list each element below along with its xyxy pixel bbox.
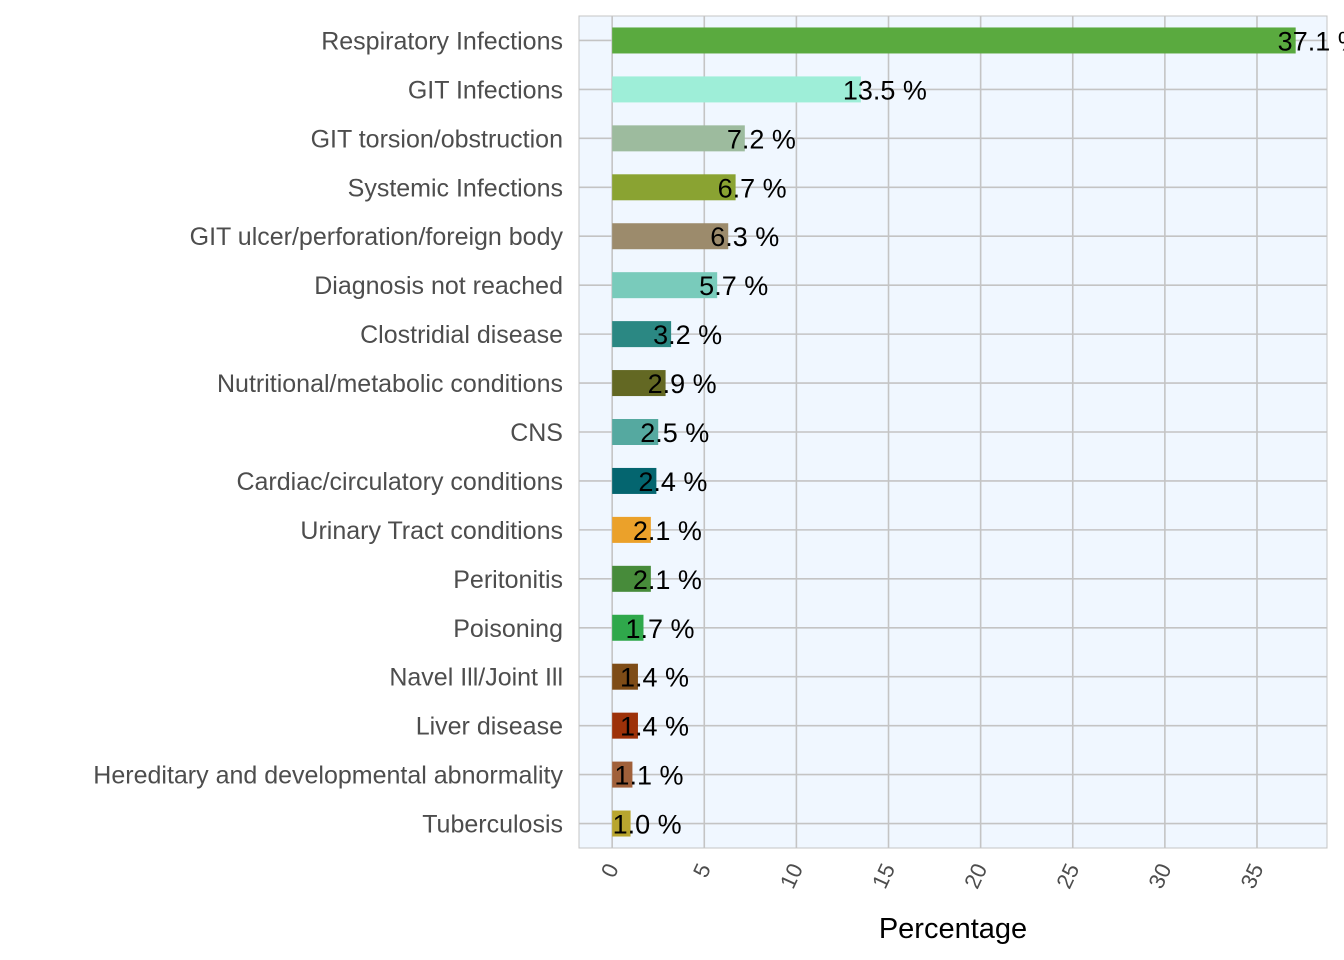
bars [612, 27, 1296, 837]
category-label-4: GIT ulcer/perforation/foreign body [190, 223, 564, 251]
category-label-9: Cardiac/circulatory conditions [236, 468, 563, 496]
category-label-3: Systemic Infections [348, 174, 563, 202]
data-label-12: 1.7 % [625, 614, 694, 644]
category-axis: Respiratory Infections GIT Infections GIT … [93, 27, 563, 838]
data-label-7: 2.9 % [648, 369, 717, 399]
bar-4 [612, 223, 729, 250]
x-tick-label-3: 15 [867, 860, 900, 893]
data-label-8: 2.5 % [640, 418, 709, 448]
category-label-2: GIT torsion/obstruction [311, 125, 563, 153]
category-label-14: Liver disease [416, 713, 563, 741]
data-label-4: 6.3 % [710, 222, 779, 252]
data-label-9: 2.4 % [638, 467, 707, 497]
category-label-11: Peritonitis [453, 566, 563, 594]
category-label-0: Respiratory Infections [321, 27, 563, 55]
category-label-5: Diagnosis not reached [314, 272, 563, 300]
bar-7 [612, 370, 666, 397]
data-label-15: 1.1 % [614, 761, 683, 791]
data-label-5: 5.7 % [699, 271, 768, 301]
bar-16 [612, 810, 631, 837]
bar-10 [612, 516, 651, 543]
category-label-7: Nutritional/metabolic conditions [217, 370, 563, 398]
x-tick-label-0: 0 [596, 860, 624, 882]
x-tick-label-6: 30 [1143, 860, 1176, 893]
category-label-13: Navel Ill/Joint Ill [389, 664, 563, 692]
bar-14 [612, 712, 638, 739]
bar-0 [612, 27, 1296, 54]
category-label-12: Poisoning [453, 615, 563, 643]
x-tick-label-7: 35 [1236, 860, 1269, 893]
data-label-11: 2.1 % [633, 565, 702, 595]
bar-12 [612, 614, 644, 641]
x-axis: 0 5 10 15 20 25 30 35 [596, 860, 1269, 893]
bar-8 [612, 419, 659, 445]
category-label-8: CNS [510, 419, 563, 447]
data-labels: 37.1 % 13.5 % 7.2 % 6.7 % 6.3 % 5.7 % 3.2 % 2.9… [613, 26, 1344, 839]
bar-5 [612, 272, 718, 299]
data-label-2: 7.2 % [727, 124, 796, 154]
x-tick-label-5: 25 [1051, 860, 1084, 893]
x-axis-title: Percentage [879, 913, 1027, 945]
category-label-15: Hereditary and developmental abnormality [93, 762, 563, 790]
x-tick-label-2: 10 [775, 860, 808, 893]
data-label-3: 6.7 % [718, 173, 787, 203]
bar-9 [612, 467, 657, 494]
x-tick-label-1: 5 [688, 860, 716, 882]
bar-6 [612, 321, 672, 348]
category-label-16: Tuberculosis [422, 811, 563, 839]
data-label-10: 2.1 % [633, 516, 702, 546]
x-tick-label-4: 20 [959, 860, 992, 893]
bar-2 [612, 125, 745, 152]
bar-13 [612, 663, 638, 690]
category-label-6: Clostridial disease [360, 321, 563, 349]
data-label-16: 1.0 % [613, 810, 682, 840]
data-label-13: 1.4 % [620, 663, 689, 693]
data-label-14: 1.4 % [620, 712, 689, 742]
data-label-0: 37.1 % [1278, 26, 1344, 56]
category-label-1: GIT Infections [408, 76, 563, 104]
bar-1 [612, 76, 861, 103]
bar-3 [612, 174, 736, 201]
data-label-1: 13.5 % [843, 75, 927, 105]
bar-15 [612, 761, 633, 788]
data-label-6: 3.2 % [653, 320, 722, 350]
bar-11 [612, 565, 651, 592]
category-label-10: Urinary Tract conditions [300, 517, 563, 545]
